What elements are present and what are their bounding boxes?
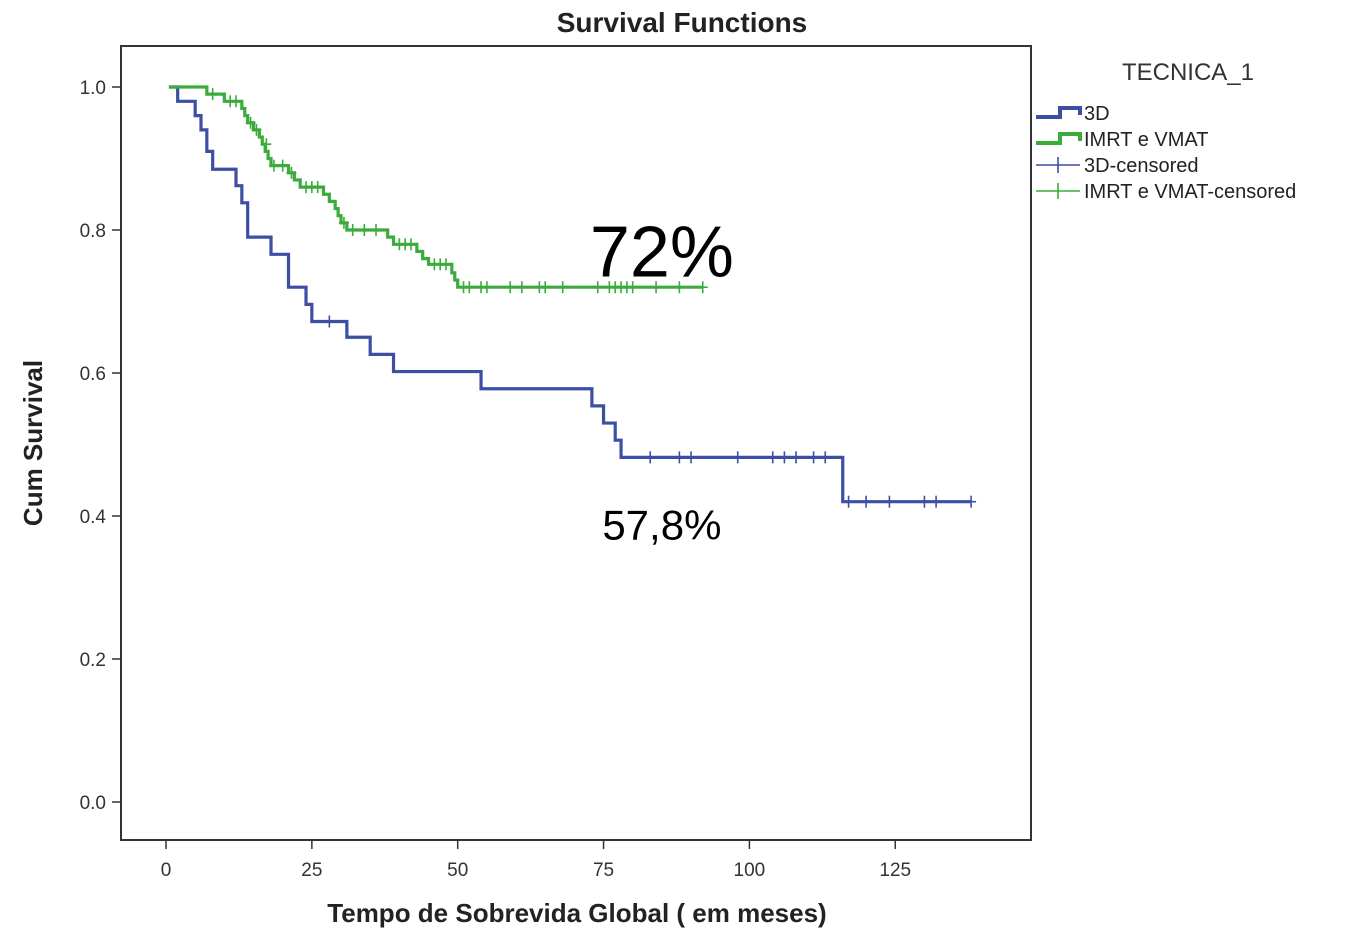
series-3d (168, 85, 977, 508)
legend-entry: 3D (1036, 103, 1110, 125)
y-tick-label: 0.6 (80, 364, 106, 385)
y-tick-label: 0.8 (80, 221, 106, 242)
series-layer (168, 85, 977, 508)
x-axis-label: Tempo de Sobrevida Global ( em meses) (327, 898, 826, 928)
x-tick-label: 100 (734, 860, 766, 881)
legend-title: TECNICA_1 (1122, 59, 1254, 86)
x-tick-label: 75 (593, 860, 614, 881)
legend-entry: 3D-censored (1036, 155, 1199, 177)
legend-label: 3D-censored (1084, 155, 1199, 177)
y-axis-label: Cum Survival (18, 360, 48, 526)
y-tick-label: 0.2 (80, 650, 106, 671)
x-tick-label: 50 (447, 860, 468, 881)
survival-curve-3d (168, 85, 972, 504)
legend-line-swatch (1036, 106, 1082, 119)
legend-label: 3D (1084, 103, 1110, 125)
x-tick-label: 125 (879, 860, 911, 881)
y-axis: 0.0 0.2 0.4 0.6 0.8 1.0 (80, 78, 121, 814)
legend: TECNICA_1 3D IMRT e VMAT 3D-censored IMRT e… (1036, 59, 1296, 203)
y-tick-label: 0.0 (80, 793, 106, 814)
y-tick-label: 1.0 (80, 78, 106, 99)
annotation-layer: 72% 57,8% (590, 213, 734, 549)
legend-label: IMRT e VMAT (1084, 129, 1208, 151)
legend-entry: IMRT e VMAT-censored (1036, 181, 1296, 203)
x-tick-label: 0 (161, 860, 172, 881)
annotation-label: 57,8% (602, 502, 721, 549)
legend-label: IMRT e VMAT-censored (1084, 181, 1296, 203)
y-tick-label: 0.4 (80, 507, 107, 528)
x-axis: 0 25 50 75 100 125 (161, 840, 911, 881)
plot-frame (120, 45, 1032, 841)
annotation-label: 72% (590, 213, 734, 293)
chart-title: Survival Functions (557, 7, 808, 38)
legend-entries: 3D IMRT e VMAT 3D-censored IMRT e VMAT-cens… (1036, 103, 1296, 203)
x-tick-label: 25 (301, 860, 322, 881)
legend-entry: IMRT e VMAT (1036, 129, 1208, 151)
legend-line-swatch (1036, 132, 1082, 145)
series-imrt-vmat (168, 85, 708, 294)
